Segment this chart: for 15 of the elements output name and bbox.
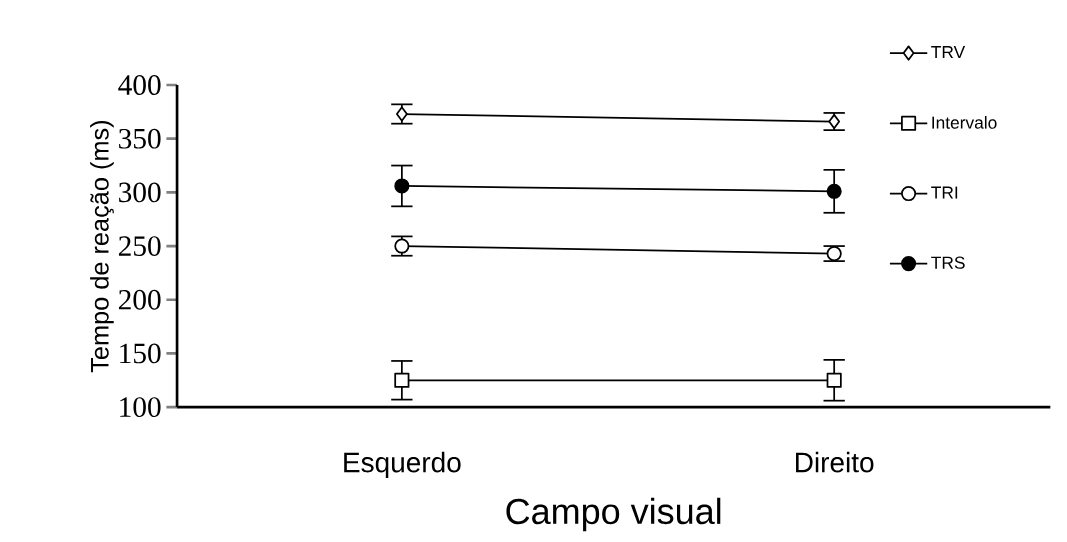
y-axis-title: Tempo de reação (ms): [90, 120, 114, 373]
legend-label: TRV: [931, 46, 966, 58]
y-tick-label: 100: [120, 397, 161, 417]
legend-label: TRI: [931, 186, 958, 199]
y-tick-label: 150: [120, 343, 161, 364]
x-axis-title: Campo visual: [506, 497, 721, 532]
legend-label: Intervalo: [932, 115, 997, 129]
y-tick-label: 350: [119, 128, 161, 149]
x-tick-label: Direito: [796, 451, 874, 473]
y-tick-label: 250: [118, 236, 161, 256]
y-tick-label: 200: [118, 289, 161, 310]
y-tick-label: 400: [118, 75, 161, 95]
y-tick-label: 300: [119, 182, 161, 203]
x-tick-label: Esquerdo: [344, 451, 461, 478]
legend-label: TRS: [931, 256, 965, 269]
